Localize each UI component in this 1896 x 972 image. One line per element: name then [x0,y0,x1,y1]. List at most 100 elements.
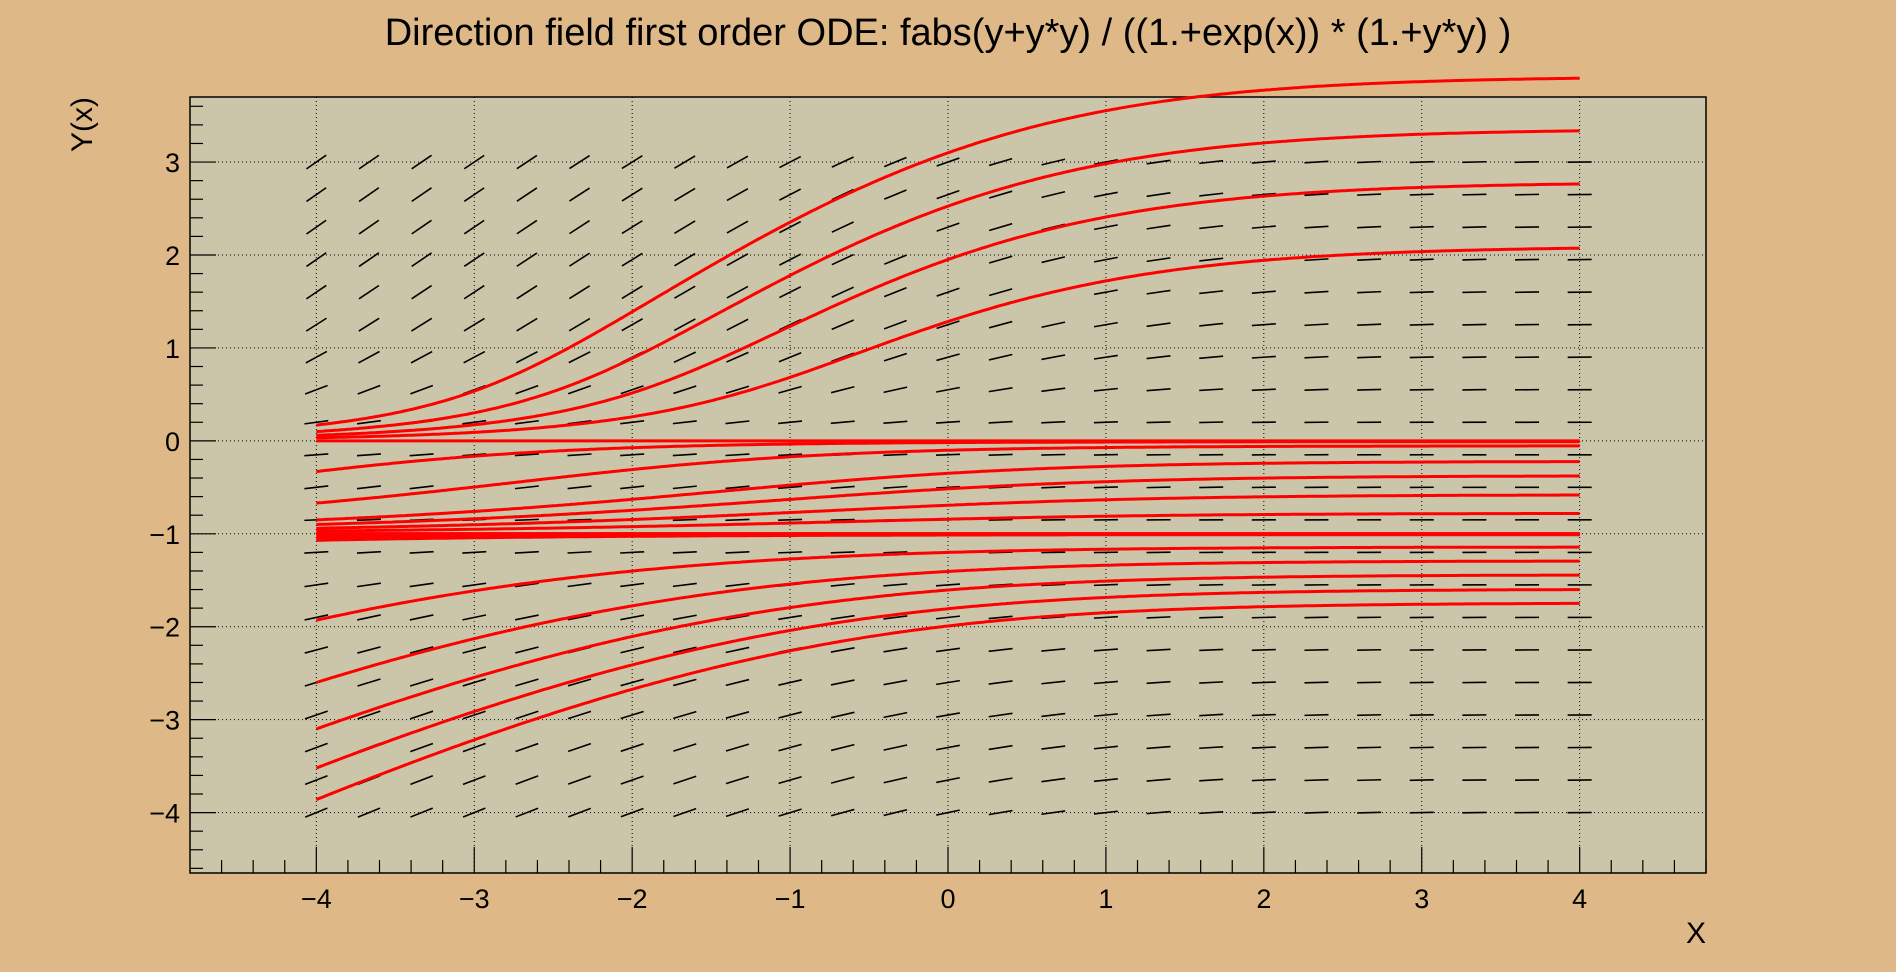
field-segment [1146,583,1171,587]
field-segment [409,550,434,554]
field-segment [1409,225,1434,229]
solution-curve [316,76,1580,427]
field-segment [1304,323,1329,327]
field-segment [936,712,960,718]
field-segment [673,807,697,818]
field-segment [935,615,961,620]
field-segment [988,353,1013,361]
field-segment [778,743,802,752]
field-segment [514,419,539,425]
field-segment [1093,583,1118,587]
x-tick-label: 3 [1414,884,1429,914]
field-segment [567,550,592,554]
field-segment [936,647,960,653]
field-segment [725,485,750,490]
y-tick-label: 0 [165,427,180,457]
field-segment [1251,746,1276,749]
field-segment [674,155,696,169]
field-segment [410,384,434,395]
field-segment [358,350,380,364]
field-segment [778,775,802,785]
field-segment [463,317,485,332]
field-segment [674,187,696,202]
field-segment [567,775,592,785]
y-tick-label: −4 [149,799,180,829]
field-segment [463,350,486,364]
field-segment [883,352,908,362]
field-segment [1357,811,1382,814]
field-segment [1199,811,1224,815]
field-segment [357,807,381,818]
field-segment [410,807,434,818]
solution-curves [315,76,1580,801]
field-segment [883,286,907,298]
field-segment [830,420,855,425]
field-segment [1093,648,1118,652]
field-segment [304,485,329,490]
field-segment [1251,290,1276,294]
field-segment [988,647,1013,653]
field-segment [1409,323,1434,326]
field-segment [1357,388,1382,391]
field-segment [883,386,908,394]
field-segment [988,387,1013,393]
field-segment [514,582,539,588]
field-segment [356,453,381,457]
field-segment [1304,713,1329,717]
field-segment [988,744,1013,751]
field-segment [1304,811,1329,814]
field-segment [883,254,907,265]
field-segment [778,551,803,554]
field-segment [936,222,960,232]
field-segment [411,317,433,332]
field-segment [1199,388,1224,392]
y-tick-label: −2 [149,613,180,643]
x-tick-label: −4 [301,884,332,914]
field-segment [621,155,643,170]
field-segment [567,453,592,457]
field-segment [1304,290,1329,294]
field-segment [1357,193,1382,196]
field-segment [1304,355,1329,359]
solution-curve [315,573,1580,731]
field-segment [1251,322,1276,327]
field-segment [1093,745,1118,750]
field-segment [1304,648,1329,652]
x-tick-label: 2 [1256,884,1271,914]
field-segment [1093,159,1118,166]
field-segment [463,284,485,300]
field-segment [883,647,908,653]
solution-curve [316,444,1580,505]
field-segment [1251,225,1276,229]
tick-labels: −4 −3 −2 −1 0 1 2 3 4 −4 −3 −2 −1 0 1 2 3 [149,148,1587,914]
field-segment [516,284,538,300]
field-segment [620,775,644,785]
field-segment [831,319,855,331]
field-segment [1251,616,1276,619]
x-tick-label: −3 [459,884,490,914]
field-segment [725,551,750,554]
field-segment [1146,322,1171,328]
field-segment [463,187,485,202]
field-segment [778,614,803,621]
field-segment [779,155,802,169]
field-segment [1146,387,1171,392]
field-segment [1041,486,1066,489]
solution-curve [316,533,1580,542]
field-segment [462,550,487,554]
field-segment [514,614,539,621]
field-segment [726,253,749,267]
field-segment [463,252,485,267]
field-segment [1146,159,1171,165]
field-segment [830,614,855,620]
field-segment [1093,810,1118,815]
field-segment [725,453,750,457]
field-segment [725,518,750,522]
field-segment [1146,421,1171,424]
field-segment [1041,420,1066,424]
field-segment [726,318,749,331]
field-segment [883,679,908,686]
field-segment [515,742,539,753]
field-segment [1199,355,1224,360]
